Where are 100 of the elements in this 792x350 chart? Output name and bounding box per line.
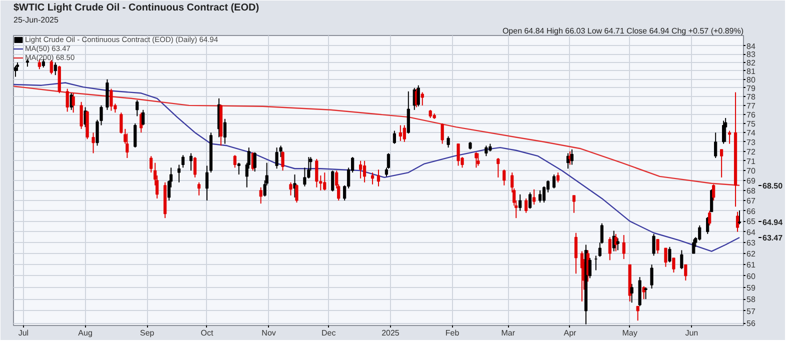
candlestick — [54, 62, 57, 76]
y-tick-label: 69 — [746, 176, 756, 186]
candlestick — [692, 238, 696, 254]
candlestick — [416, 84, 420, 107]
candlestick — [259, 186, 262, 204]
y-tick-label: 84 — [746, 42, 756, 51]
candlestick — [359, 160, 362, 179]
candlestick — [72, 92, 75, 114]
candlestick — [496, 158, 500, 178]
candlestick — [362, 160, 366, 183]
candlestick — [289, 182, 292, 196]
candlestick — [720, 148, 724, 178]
y-tick-label: 79 — [746, 84, 756, 93]
candlestick — [650, 264, 654, 290]
chart-title: $WTIC Light Crude Oil - Continuous Contract (EOD) — [14, 2, 260, 14]
candlestick — [724, 117, 728, 142]
text: 68.50 — [762, 181, 784, 190]
candlestick — [281, 150, 284, 172]
y-tick-label: 71 — [746, 156, 756, 166]
candlestick — [126, 133, 129, 159]
x-tick-label: Jul — [18, 328, 29, 338]
y-tick-label: 72 — [746, 147, 756, 156]
candlestick — [644, 286, 648, 300]
candlestick — [376, 169, 380, 187]
candlestick — [672, 257, 676, 274]
x-tick-label: 2025 — [382, 328, 400, 338]
y-tick-label: 60 — [746, 272, 756, 281]
candlestick — [181, 154, 185, 168]
y-tick-label: 70 — [746, 166, 756, 176]
candlestick — [528, 192, 532, 210]
y-tick-label: 64 — [746, 228, 756, 237]
candlestick — [538, 190, 542, 204]
candlestick — [189, 152, 193, 172]
candlestick — [594, 255, 598, 271]
y-tick-label: 77 — [746, 101, 756, 110]
text: 63.47 — [762, 233, 784, 242]
y-tick-label: 83 — [746, 50, 756, 60]
candlestick — [315, 158, 318, 188]
candlestick — [193, 156, 197, 178]
y-tick-label: 76 — [746, 110, 756, 120]
candlestick — [474, 152, 478, 168]
x-tick-label: Aug — [78, 328, 92, 338]
candlestick — [223, 118, 226, 144]
y-tick-label: 82 — [746, 58, 756, 68]
y-tick-label: 57 — [746, 306, 756, 316]
candlestick — [556, 172, 560, 183]
candlestick — [708, 210, 712, 226]
candlestick — [532, 188, 536, 206]
candlestick — [134, 122, 137, 148]
candlestick — [668, 246, 672, 263]
candlestick — [630, 283, 634, 304]
candlestick — [572, 194, 576, 214]
candlestick — [295, 184, 298, 204]
candlestick — [392, 130, 396, 144]
x-tick-label: Mar — [501, 328, 516, 338]
candlestick — [136, 100, 139, 117]
y-tick-label: 73 — [746, 138, 756, 147]
x-tick-label: Jun — [685, 328, 698, 338]
candlestick — [714, 132, 718, 159]
candlestick — [110, 88, 113, 112]
y-tick-label: 74 — [746, 128, 756, 138]
candlestick — [698, 224, 702, 241]
candlestick — [150, 156, 153, 174]
candlestick — [275, 147, 278, 170]
candlestick — [608, 236, 612, 261]
candlestick — [197, 182, 201, 196]
y-tick-label: 78 — [746, 92, 756, 102]
x-tick-label: Nov — [262, 328, 276, 338]
candlestick — [92, 132, 95, 154]
candlestick — [80, 101, 83, 130]
candlestick — [616, 238, 620, 251]
candlestick — [656, 238, 660, 254]
candlestick — [420, 92, 424, 106]
line-series — [14, 86, 740, 186]
y-tick-label: 56 — [746, 319, 756, 328]
candlestick — [331, 170, 334, 192]
candlestick — [446, 136, 450, 148]
x-tick-label: Apr — [564, 328, 577, 338]
candlestick — [237, 162, 240, 175]
y-tick-label: 68 — [746, 186, 756, 196]
y-tick-label: 59 — [746, 283, 756, 292]
candlestick — [722, 120, 726, 144]
x-tick-label: Feb — [445, 328, 460, 338]
x-tick-label: Dec — [322, 328, 336, 338]
candlestick — [14, 65, 18, 78]
y-tick-label: 67 — [746, 196, 756, 206]
y-tick-label: 81 — [746, 66, 756, 76]
candlestick — [664, 248, 668, 268]
candlestick — [502, 169, 506, 186]
candlestick — [205, 165, 209, 202]
candlestick — [66, 88, 69, 112]
x-tick-label: May — [622, 328, 638, 338]
candlestick — [233, 154, 236, 168]
candlestick — [484, 145, 488, 157]
candlestick — [622, 234, 626, 260]
y-tick-label: 61 — [746, 260, 756, 270]
candlestick — [253, 152, 256, 172]
candlestick — [370, 172, 374, 185]
candlestick — [142, 109, 145, 126]
candlestick — [728, 130, 732, 144]
